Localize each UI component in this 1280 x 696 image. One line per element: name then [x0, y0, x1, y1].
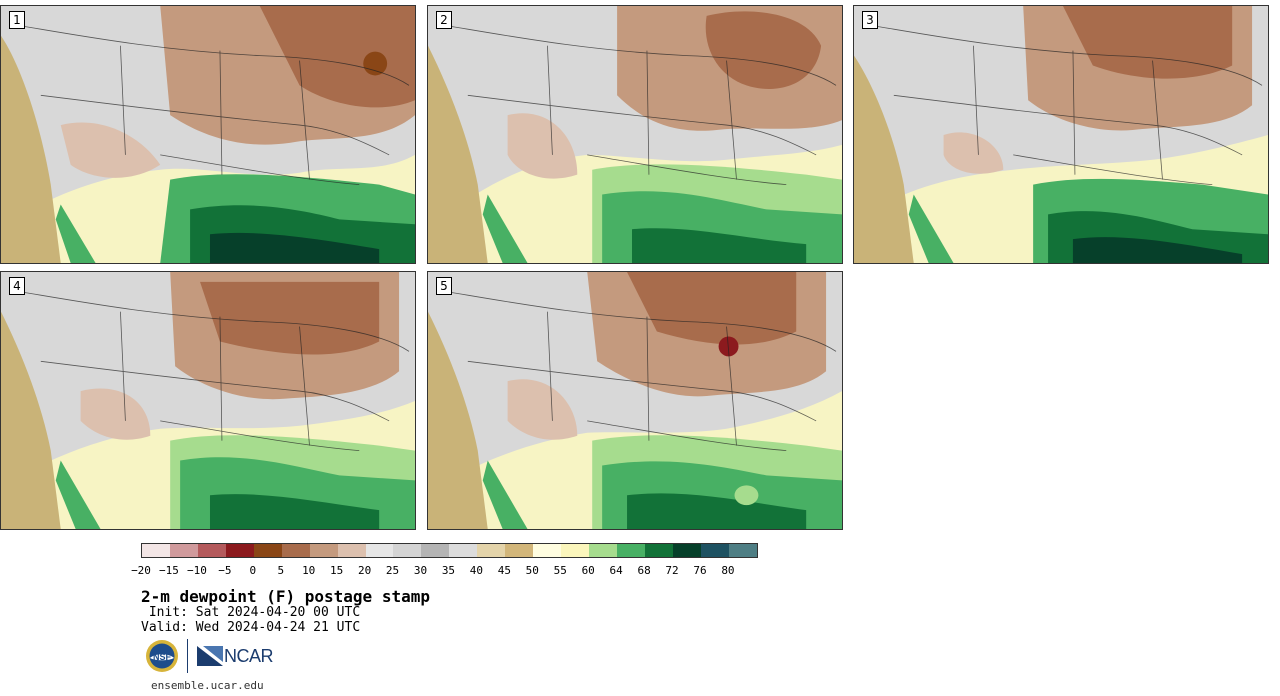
colorbar-tick-label: −20	[131, 564, 151, 577]
colorbar-tick-label: −5	[218, 564, 232, 577]
logo-bar: NSF NCAR	[145, 638, 274, 674]
colorbar-swatch	[337, 544, 366, 557]
colorbar-tick-label: 15	[330, 564, 344, 577]
colorbar-swatch	[477, 544, 506, 557]
dewpoint-map-2	[428, 6, 842, 263]
nsf-logo-icon: NSF	[146, 640, 178, 672]
logo-divider	[187, 639, 188, 673]
dewpoint-map-5	[428, 272, 842, 529]
dewpoint-map-3	[854, 6, 1268, 263]
ncar-logo-text: NCAR	[224, 645, 274, 666]
colorbar-tick-label: 60	[581, 564, 595, 577]
colorbar-swatch	[505, 544, 534, 557]
colorbar-tick-label: 68	[637, 564, 651, 577]
dewpoint-colorbar	[141, 543, 758, 558]
ncar-mark-icon	[197, 646, 223, 666]
colorbar-tick-label: 45	[497, 564, 511, 577]
colorbar-tick-label: 30	[413, 564, 428, 577]
init-time: Init: Sat 2024-04-20 00 UTC	[141, 605, 361, 620]
colorbar-swatch	[672, 544, 701, 557]
colorbar-tick-label: 50	[525, 564, 539, 577]
colorbar-swatch	[449, 544, 478, 557]
colorbar-swatch	[142, 544, 170, 557]
colorbar-tick-label: 80	[721, 564, 735, 577]
colorbar-tick-label: 10	[302, 564, 316, 577]
colorbar-swatch	[728, 544, 757, 557]
valid-time: Valid: Wed 2024-04-24 21 UTC	[141, 620, 361, 635]
colorbar-swatch	[700, 544, 729, 557]
colorbar-swatch	[421, 544, 450, 557]
colorbar-swatch	[281, 544, 310, 557]
colorbar-swatch	[253, 544, 282, 557]
dewpoint-map-1	[1, 6, 415, 263]
colorbar-tick-label: 76	[693, 564, 707, 577]
ensemble-member-panel-5: 5	[427, 271, 843, 530]
colorbar-tick-label: 5	[277, 564, 285, 577]
colorbar-tick-label: −10	[186, 564, 207, 577]
colorbar-tick-labels: −20 −15 −10 −5 0 5 10 15 20 25 30 35 40 45 50 55 60 64 68 7…	[130, 564, 770, 578]
colorbar-swatch	[616, 544, 645, 557]
footer-url[interactable]: ensemble.ucar.edu	[151, 679, 264, 692]
colorbar-swatch	[644, 544, 673, 557]
colorbar-swatch	[561, 544, 589, 557]
ensemble-member-panel-3: 3	[853, 5, 1269, 264]
colorbar-tick-label: 25	[385, 564, 400, 577]
colorbar-swatch	[309, 544, 338, 557]
panel-number: 3	[862, 11, 878, 29]
colorbar-swatch	[589, 544, 617, 557]
ensemble-member-panel-1: 1	[0, 5, 416, 264]
colorbar-tick-label: −15	[159, 564, 179, 577]
colorbar-swatch	[393, 544, 422, 557]
colorbar-swatch	[169, 544, 198, 557]
colorbar-tick-label: 72	[665, 564, 679, 577]
colorbar-tick-label: 35	[441, 564, 456, 577]
nsf-logo-text: NSF	[153, 652, 172, 662]
colorbar-tick-label: 55	[553, 564, 567, 577]
colorbar-swatch	[533, 544, 562, 557]
ncar-logo: NCAR	[197, 645, 274, 667]
ensemble-member-panel-4: 4	[0, 271, 416, 530]
figure-title: 2-m dewpoint (F) postage stamp	[141, 587, 430, 606]
panel-number: 5	[436, 277, 452, 295]
panel-number: 1	[9, 11, 25, 29]
colorbar-swatch	[197, 544, 226, 557]
colorbar-tick-label: 0	[249, 564, 257, 577]
ensemble-member-panel-2: 2	[427, 5, 843, 264]
dewpoint-map-4	[1, 272, 415, 529]
colorbar-swatch	[365, 544, 394, 557]
panel-number: 4	[9, 277, 25, 295]
colorbar-tick-label: 20	[357, 564, 372, 577]
colorbar-swatch	[225, 544, 254, 557]
panel-number: 2	[436, 11, 452, 29]
colorbar-tick-label: 64	[609, 564, 623, 577]
colorbar-tick-label: 40	[469, 564, 484, 577]
